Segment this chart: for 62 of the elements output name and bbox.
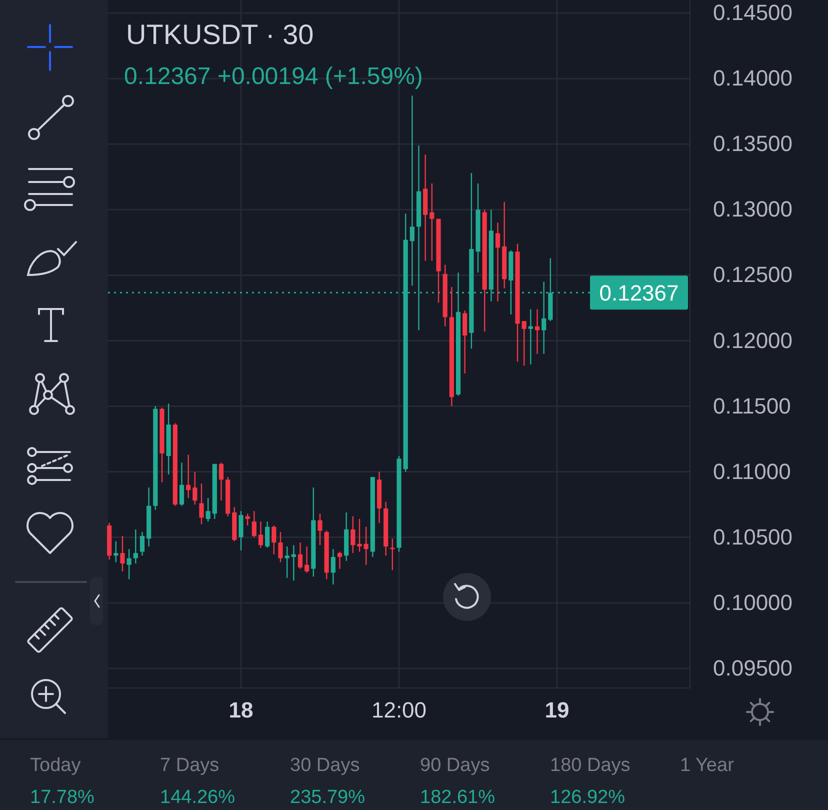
candlestick: [252, 510, 256, 538]
candlestick: [133, 528, 138, 564]
y-tick-label: 0.12000: [713, 328, 793, 353]
candlestick: [298, 542, 303, 570]
y-tick-label: 0.14500: [713, 0, 793, 26]
candlestick: [186, 454, 191, 499]
text: 30 Days: [290, 755, 360, 776]
candlestick: [179, 462, 184, 506]
candlestick: [522, 320, 526, 366]
ref-line-label: 0.12367: [599, 280, 679, 306]
y-tick-label: 0.10500: [713, 524, 793, 550]
y-tick-label: 0.11000: [713, 458, 791, 484]
text: 235.79%: [290, 787, 366, 808]
candlestick: [430, 182, 434, 262]
candlestick: [120, 535, 125, 572]
x-tick-label: 12:00: [371, 698, 427, 723]
candlestick: [114, 540, 118, 563]
y-tick-label: 0.10000: [713, 590, 793, 615]
candlestick: [218, 462, 224, 502]
candlestick: [126, 548, 132, 580]
candlestick: [364, 526, 368, 566]
candlestick: [330, 548, 336, 586]
text: 90 Days: [420, 755, 490, 776]
text: 144.26%: [160, 787, 236, 808]
y-tick-label: 0.12500: [713, 262, 793, 288]
text: 180 Days: [550, 755, 630, 776]
text: 0.12367 +0.00194 (+1.59%): [124, 63, 423, 90]
candlestick: [272, 524, 276, 555]
candlestick: [350, 516, 356, 554]
candlestick: [462, 310, 468, 374]
candlestick: [495, 222, 500, 302]
text: 182.61%: [420, 787, 496, 808]
y-tick-label: 0.09500: [713, 655, 793, 680]
candlestick: [357, 518, 362, 552]
candlestick: [245, 513, 250, 526]
y-tick-label: 0.11500: [713, 393, 791, 418]
candlestick: [258, 520, 264, 548]
candlestick: [284, 546, 290, 579]
y-tick-label: 0.14000: [713, 66, 793, 91]
candlestick: [318, 513, 322, 546]
candlestick: [304, 546, 310, 574]
y-tick-label: 0.13000: [713, 196, 793, 222]
text: UTKUSDT · 30: [126, 19, 314, 50]
candlestick: [265, 520, 270, 548]
x-tick-label: 19: [544, 698, 570, 723]
x-tick-label: 18: [228, 698, 254, 723]
candlestick: [528, 308, 533, 365]
candlestick: [238, 510, 244, 551]
y-tick-label: 0.13500: [713, 131, 793, 156]
candlestick: [140, 531, 145, 556]
candlestick: [206, 497, 210, 522]
candlestick: [410, 95, 414, 286]
candlestick: [291, 544, 296, 582]
candlestick: [337, 551, 342, 570]
candlestick: [192, 471, 198, 506]
text: 126.92%: [550, 787, 626, 808]
text: 1 Year: [680, 755, 735, 776]
candlestick: [278, 531, 283, 563]
text: Today: [30, 755, 82, 776]
text: 7 Days: [160, 755, 220, 776]
candlestick: [199, 482, 204, 525]
text: 17.78%: [30, 787, 95, 808]
